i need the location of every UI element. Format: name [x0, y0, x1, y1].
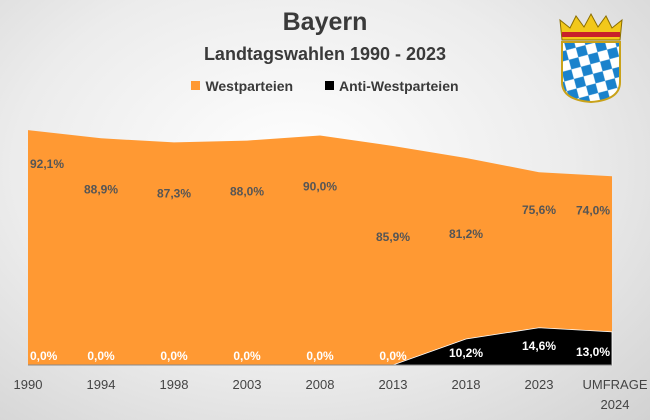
data-label-westparteien: 75,6% [522, 203, 556, 217]
bavaria-coat-of-arms-icon [559, 12, 623, 104]
data-label-anti-westparteien: 0,0% [30, 349, 58, 363]
data-label-anti-westparteien: 14,6% [522, 339, 556, 353]
legend-swatch-orange [191, 81, 201, 90]
data-label-westparteien: 81,2% [449, 227, 483, 241]
x-tick-label: 2008 [306, 377, 335, 392]
data-label-anti-westparteien: 0,0% [160, 349, 188, 363]
x-tick-label: 2023 [525, 377, 554, 392]
legend-item-anti-westparteien: Anti-Westparteien [325, 78, 459, 94]
area-westparteien [28, 130, 612, 365]
data-label-anti-westparteien: 0,0% [87, 349, 115, 363]
data-label-anti-westparteien: 10,2% [449, 346, 483, 360]
data-label-westparteien: 88,9% [84, 182, 118, 196]
chart-subtitle: Landtagswahlen 1990 - 2023 [203, 44, 447, 64]
chart-title: Bayern [282, 8, 368, 36]
legend-label: Westparteien [205, 78, 294, 94]
data-label-anti-westparteien: 0,0% [379, 349, 407, 363]
data-label-anti-westparteien: 0,0% [233, 349, 261, 363]
x-tick-label: 1994 [87, 377, 116, 392]
x-tick-label: 2018 [452, 377, 481, 392]
x-tick-label: UMFRAGE [583, 377, 648, 392]
data-label-westparteien: 92,1% [30, 157, 64, 171]
legend-swatch-black [325, 81, 334, 90]
x-tick-label: 2013 [379, 377, 408, 392]
data-label-westparteien: 85,9% [376, 230, 410, 244]
data-label-westparteien: 88,0% [230, 185, 264, 199]
data-label-westparteien: 74,0% [576, 203, 610, 217]
x-tick-label: 1990 [14, 377, 43, 392]
legend-label: Anti-Westparteien [339, 78, 459, 94]
data-label-anti-westparteien: 0,0% [306, 349, 334, 363]
x-tick-label: 2003 [233, 377, 262, 392]
data-label-westparteien: 87,3% [157, 186, 191, 200]
data-label-anti-westparteien: 13,0% [576, 345, 610, 359]
x-tick-label: 1998 [160, 377, 189, 392]
x-tick-label: 2024 [601, 397, 630, 412]
legend: Westparteien Anti-Westparteien [0, 78, 650, 94]
legend-item-westparteien: Westparteien [191, 78, 293, 94]
data-label-westparteien: 90,0% [303, 180, 337, 194]
